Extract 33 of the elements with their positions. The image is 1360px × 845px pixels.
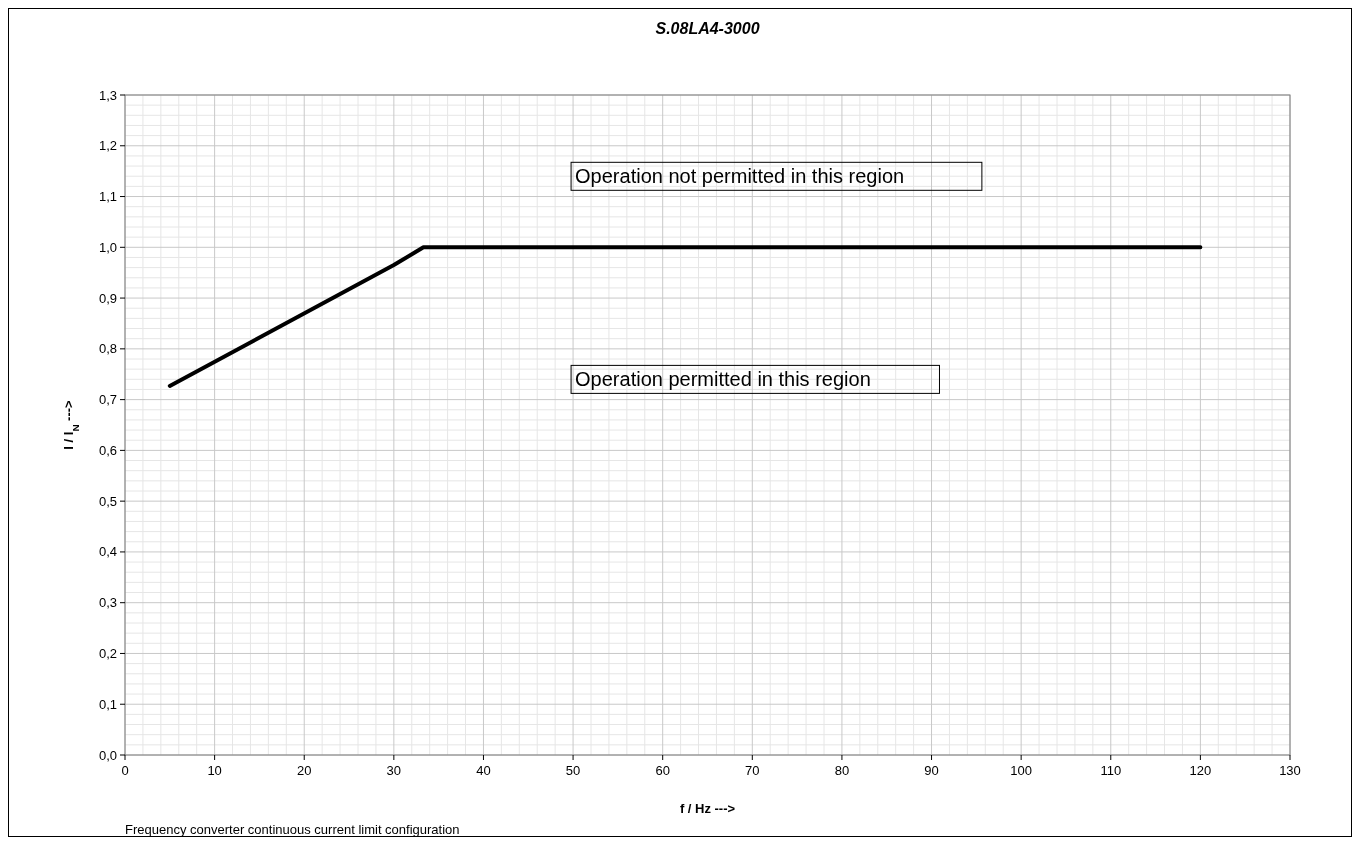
y-tick-label: 0,5 [98,493,117,509]
y-tick-label: 0,8 [98,341,117,357]
text: Frequency converter continuous current limit configuration [125,822,460,837]
y-tick-label: 0,3 [98,595,117,611]
x-tick-label: 10 [207,763,222,778]
x-tick-label: 20 [297,763,312,778]
x-tick-label: 90 [924,763,939,778]
x-tick-label: 130 [1279,763,1301,778]
x-tick-label: 50 [565,763,581,778]
x-tick-label: 120 [1189,763,1212,778]
annotation: Operation permitted in this region [575,368,871,391]
x-axis-title: f / Hz ---> [679,801,736,816]
x-tick-label: 60 [655,763,670,778]
y-tick-label: 0,2 [98,645,117,661]
x-tick-label: 80 [834,763,850,778]
y-tick-label: 0,9 [98,290,117,306]
x-tick-label: 110 [1100,763,1122,778]
x-tick-label: 0 [121,763,129,778]
y-tick-label: 0,6 [98,442,117,458]
y-tick-label: 0,7 [98,392,117,408]
y-tick-label: 0,4 [98,544,117,560]
y-tick-label: 1,2 [98,138,117,154]
y-tick-label: 1,0 [98,239,117,255]
x-tick-label: 100 [1010,763,1033,778]
y-tick-label: 0,0 [98,747,117,763]
x-tick-label: 30 [386,763,402,778]
y-tick-label: 0,1 [98,696,117,712]
x-tick-label: 40 [476,763,491,778]
annotation: Operation not permitted in this region [575,165,905,188]
y-tick-label: 1,3 [98,87,117,103]
y-tick-label: 1,1 [98,189,117,205]
chart-title: S.08LA4-3000 [655,20,760,37]
x-tick-label: 70 [745,763,760,778]
